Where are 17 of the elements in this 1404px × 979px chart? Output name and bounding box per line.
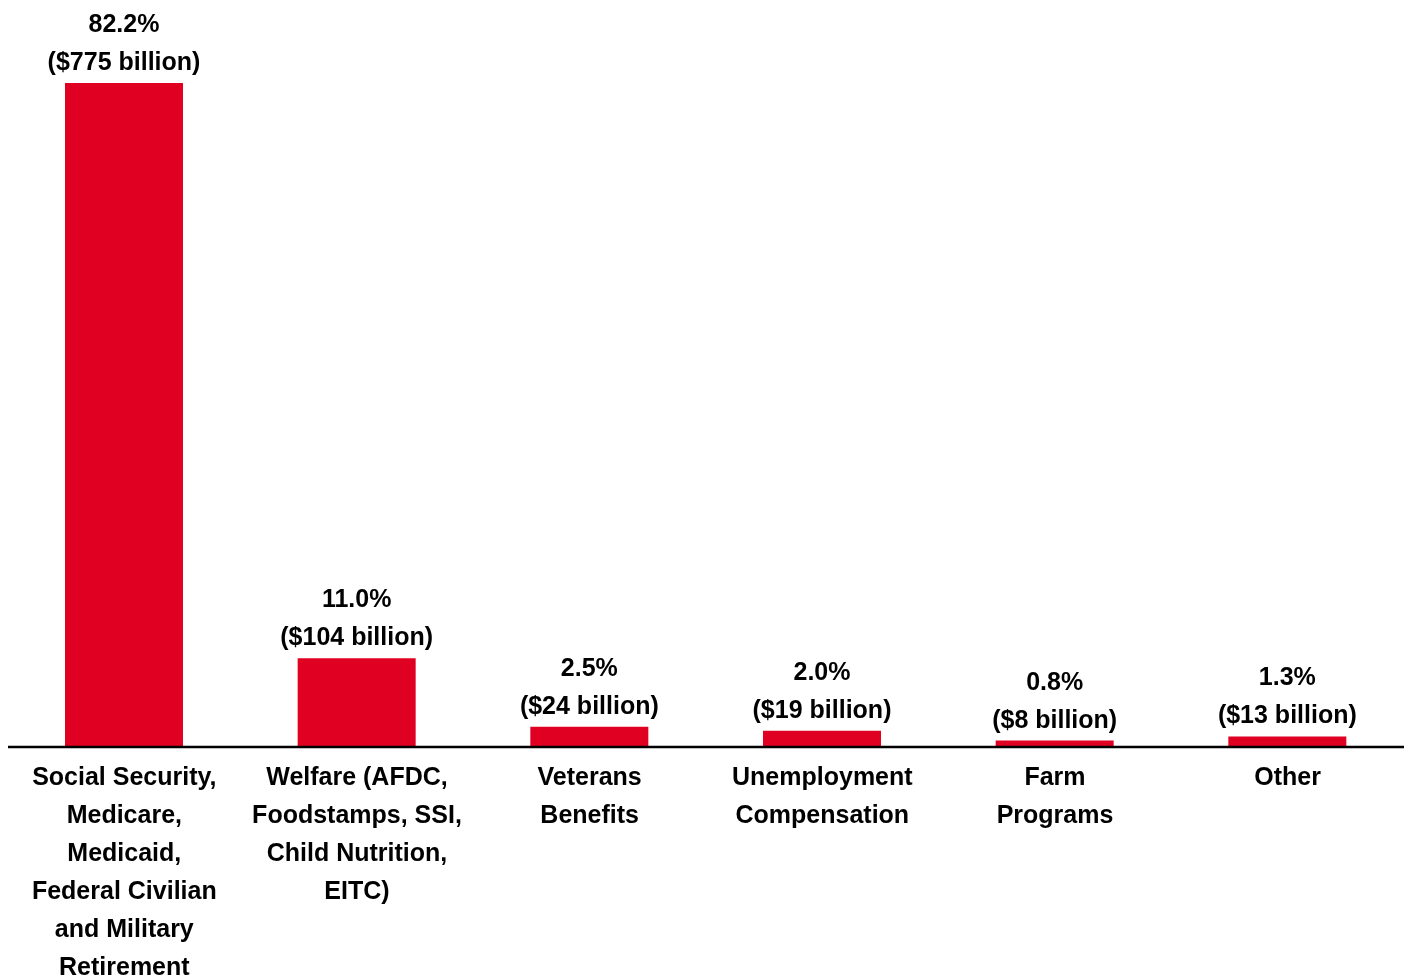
bar — [763, 730, 881, 747]
data-label: 0.8% ($8 billion) — [992, 666, 1118, 733]
data-label: 2.0% ($19 billion) — [752, 656, 892, 723]
bar — [65, 83, 183, 747]
x-tick-label: Other — [1254, 762, 1322, 790]
data-label: 1.3% ($13 billion) — [1217, 662, 1357, 729]
data-label: 11.0% ($104 billion) — [280, 584, 434, 651]
bar — [1228, 736, 1347, 747]
x-tick-label: Welfare (AFDC, Foodstamps, SSI, Child Nutrition, EITC) — [252, 762, 462, 904]
bar — [297, 658, 416, 747]
x-tick-label: Farm Programs — [996, 762, 1114, 828]
data-label: 2.5% ($24 billion) — [519, 652, 659, 719]
bar — [530, 726, 649, 747]
x-tick-label: Veterans Benefits — [537, 762, 642, 828]
x-tick-label: Unemployment Compensation — [732, 762, 914, 828]
x-tick-label: Social Security, Medicare, Medicaid, Federal Civilian and Military Retirement — [31, 762, 217, 979]
data-label: 82.2% ($775 billion) — [47, 9, 201, 75]
